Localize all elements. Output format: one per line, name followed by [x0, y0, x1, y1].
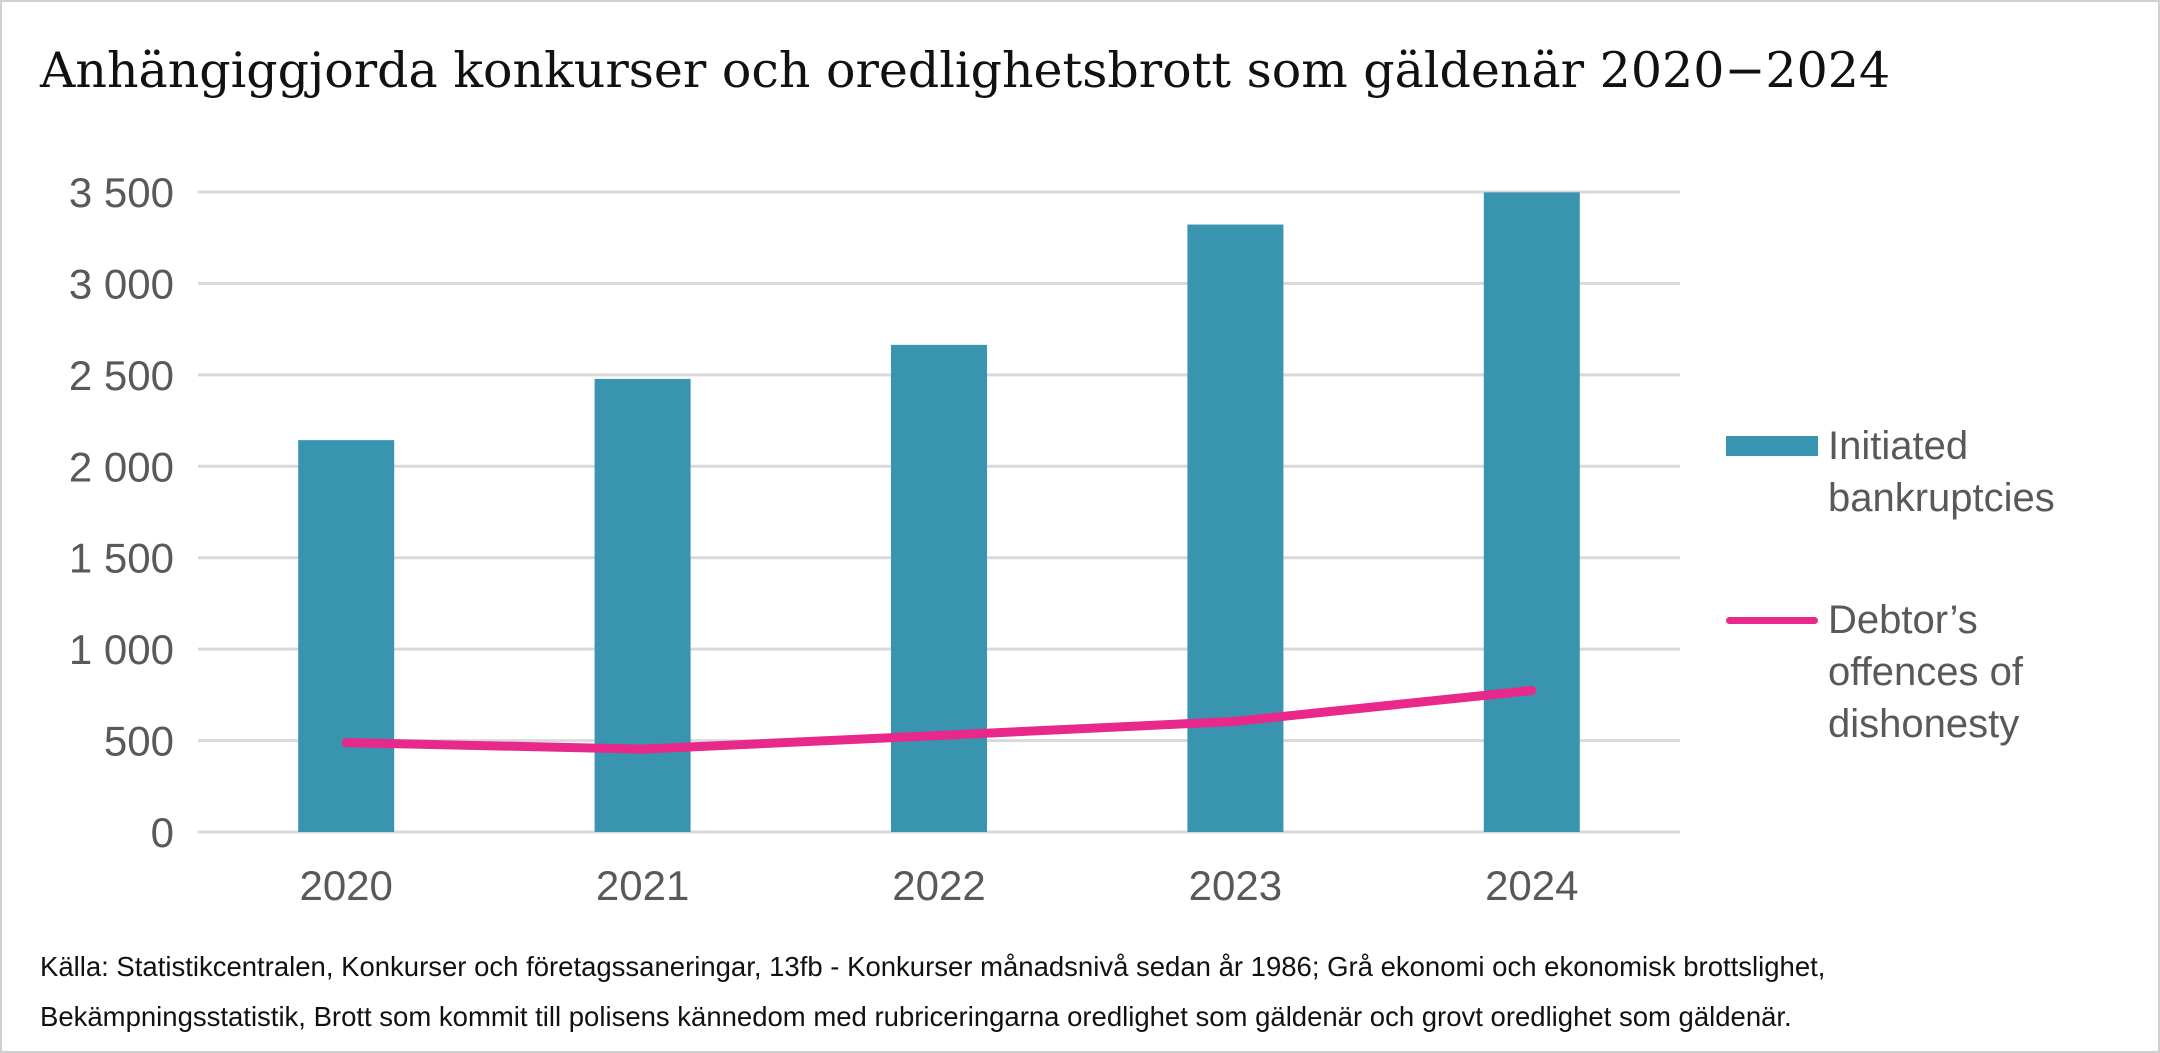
source-line-1: Källa: Statistikcentralen, Konkurser och… — [40, 951, 1826, 982]
bar-2021 — [594, 378, 691, 832]
legend-label-bars: Initiated bankruptcies — [1828, 424, 2055, 520]
y-tick-label: 1 500 — [69, 535, 174, 582]
y-tick-label: 3 000 — [69, 260, 174, 307]
y-tick-label: 2 000 — [69, 443, 174, 490]
bar-2024 — [1483, 192, 1580, 832]
source-line-2: Bekämpningsstatistik, Brott som kommit t… — [40, 1001, 1792, 1032]
y-tick-label: 1 000 — [69, 626, 174, 673]
bar-2023 — [1187, 224, 1284, 832]
y-tick-label: 3 500 — [69, 169, 174, 216]
y-tick-label: 500 — [104, 718, 174, 765]
y-tick-label: 0 — [151, 809, 174, 856]
source-note: Källa: Statistikcentralen, Konkurser och… — [40, 942, 1825, 1042]
legend-item-bars: Initiated bankruptcies — [1726, 420, 2098, 524]
x-tick-label: 2020 — [299, 862, 392, 909]
x-tick-label: 2022 — [892, 862, 985, 909]
chart-title: Anhängiggjorda konkurser och oredlighets… — [40, 42, 1891, 99]
y-tick-label: 2 500 — [69, 352, 174, 399]
legend-label-line: Debtor’s offences of dishonesty — [1828, 598, 2023, 746]
bar-2022 — [891, 344, 987, 832]
x-tick-label: 2023 — [1189, 862, 1282, 909]
x-tick-label: 2024 — [1485, 862, 1578, 909]
x-tick-label: 2021 — [596, 862, 689, 909]
bar-2020 — [298, 440, 395, 832]
legend-item-line: Debtor’s offences of dishonesty — [1726, 594, 2068, 750]
legend-swatch-bars — [1726, 436, 1818, 456]
legend-swatch-line — [1726, 617, 1818, 624]
